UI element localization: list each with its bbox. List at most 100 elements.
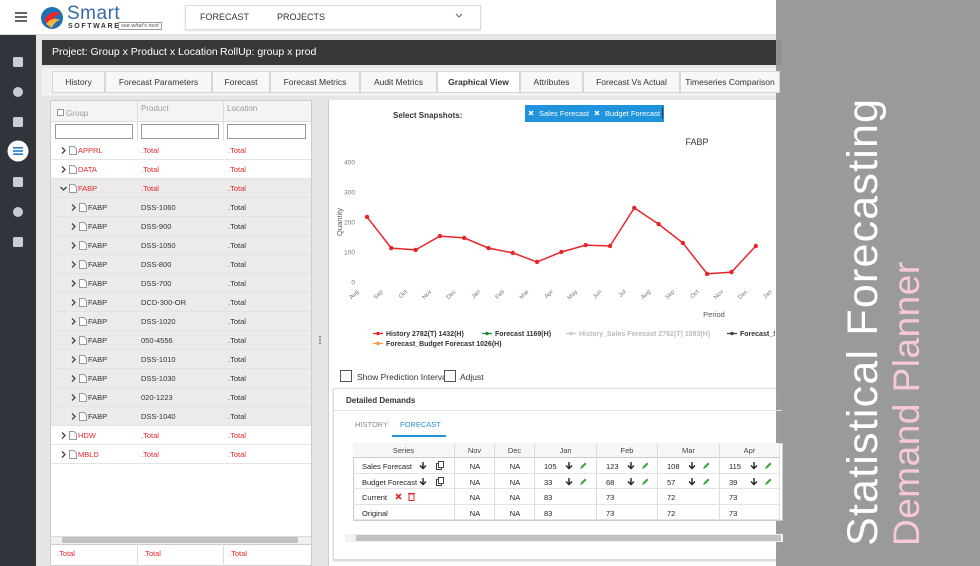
- sidebar-icon[interactable]: [12, 116, 24, 128]
- tab[interactable]: Forecast Metrics: [270, 71, 360, 93]
- filter-input[interactable]: [55, 124, 133, 139]
- down-arrow[interactable]: [419, 461, 427, 470]
- grid-row[interactable]: [51, 236, 311, 255]
- down-arrow[interactable]: [688, 461, 696, 470]
- edit-pencil-part: [765, 462, 772, 469]
- remove-icon[interactable]: [395, 493, 402, 500]
- group-cell: FABP: [88, 317, 108, 326]
- sidebar-icon[interactable]: [12, 206, 24, 218]
- checkbox[interactable]: [444, 370, 456, 382]
- nav-dropdown-part: [455, 13, 463, 18]
- grid-row[interactable]: [51, 407, 311, 426]
- detail-cell: 68: [606, 477, 615, 487]
- sidebar-icon[interactable]: [12, 86, 24, 98]
- nav-item[interactable]: FORECAST: [200, 12, 250, 22]
- expand-chevron[interactable]: [60, 451, 67, 458]
- edit-pencil[interactable]: [641, 477, 649, 486]
- detail-tab[interactable]: FORECAST: [400, 420, 441, 429]
- sidebar-icon[interactable]: [7, 140, 29, 162]
- grid-row[interactable]: [51, 274, 311, 293]
- expand-chevron[interactable]: [60, 432, 67, 439]
- grid-row[interactable]: [51, 179, 311, 198]
- tab[interactable]: History: [52, 71, 105, 93]
- grid-row[interactable]: [51, 426, 311, 445]
- expand-chevron[interactable]: [70, 337, 77, 344]
- product-cell: DSS-900: [141, 222, 172, 231]
- down-arrow[interactable]: [419, 477, 427, 486]
- filter-input[interactable]: [227, 124, 306, 139]
- expand-chevron[interactable]: [70, 375, 77, 382]
- grid-row[interactable]: [51, 255, 311, 274]
- detail-cell-border: [353, 458, 455, 474]
- detail-cell: Original: [362, 508, 388, 518]
- group-cell: FABP: [88, 374, 108, 383]
- down-arrow[interactable]: [688, 477, 696, 486]
- nav-item[interactable]: PROJECTS: [277, 12, 326, 22]
- checkbox[interactable]: [340, 370, 352, 382]
- edit-pencil[interactable]: [579, 461, 587, 470]
- sidebar-icon[interactable]: [12, 236, 24, 248]
- edit-pencil[interactable]: [579, 477, 587, 486]
- tab[interactable]: Audit Metrics: [360, 71, 437, 93]
- tab[interactable]: Attributes: [520, 71, 583, 93]
- filter-input[interactable]: [141, 124, 219, 139]
- edit-pencil[interactable]: [702, 477, 710, 486]
- expand-chevron[interactable]: [70, 413, 77, 420]
- expand-chevron[interactable]: [60, 147, 67, 154]
- down-arrow[interactable]: [627, 477, 635, 486]
- down-arrow-part: [688, 477, 696, 485]
- expand-chevron[interactable]: [70, 204, 77, 211]
- grid-row[interactable]: [51, 198, 311, 217]
- expand-chevron[interactable]: [70, 242, 77, 249]
- edit-pencil[interactable]: [764, 461, 772, 470]
- tab[interactable]: Timeseries Comparison: [680, 71, 780, 93]
- grid-row[interactable]: [51, 350, 311, 369]
- sidebar-icon[interactable]: [12, 56, 24, 68]
- x-tick-label: Nov: [713, 289, 725, 301]
- grid-row[interactable]: [51, 388, 311, 407]
- expand-chevron[interactable]: [70, 356, 77, 363]
- grid-row[interactable]: [51, 312, 311, 331]
- grid-row[interactable]: [51, 160, 311, 179]
- copy-icon[interactable]: [436, 461, 444, 470]
- down-arrow[interactable]: [565, 477, 573, 486]
- down-arrow[interactable]: [627, 461, 635, 470]
- nav-dropdown[interactable]: [455, 13, 463, 19]
- x-axis-label: Period: [703, 310, 725, 319]
- tab[interactable]: Graphical View: [437, 71, 520, 93]
- snapshot-chip[interactable]: Sales Forecast: [525, 105, 594, 122]
- expand-chevron[interactable]: [70, 223, 77, 230]
- snapshot-chip[interactable]: Budget Forecast: [591, 105, 665, 122]
- detail-cell-border: [658, 458, 720, 474]
- menu-button[interactable]: [15, 12, 27, 22]
- down-arrow[interactable]: [565, 461, 573, 470]
- tab[interactable]: Forecast Parameters: [105, 71, 212, 93]
- grid-row[interactable]: [51, 141, 311, 160]
- expand-chevron[interactable]: [70, 394, 77, 401]
- grid-row[interactable]: [51, 445, 311, 464]
- tab[interactable]: Forecast Vs Actual: [583, 71, 680, 93]
- grid-row[interactable]: [51, 331, 311, 350]
- expand-chevron[interactable]: [70, 299, 77, 306]
- down-arrow[interactable]: [750, 477, 758, 486]
- expand-chevron[interactable]: [60, 185, 67, 192]
- down-arrow[interactable]: [750, 461, 758, 470]
- grid-row[interactable]: [51, 293, 311, 312]
- detail-tab[interactable]: HISTORY: [355, 420, 389, 429]
- grid-row[interactable]: [51, 369, 311, 388]
- expand-chevron[interactable]: [60, 166, 67, 173]
- sidebar-icon[interactable]: [12, 176, 24, 188]
- edit-pencil[interactable]: [702, 461, 710, 470]
- chip-x[interactable]: [594, 110, 600, 116]
- copy-icon[interactable]: [436, 476, 444, 486]
- expand-chevron[interactable]: [70, 280, 77, 287]
- delete-icon[interactable]: [408, 492, 415, 501]
- grid-row[interactable]: [51, 217, 311, 236]
- edit-pencil[interactable]: [641, 461, 649, 470]
- tab[interactable]: Forecast: [212, 71, 270, 93]
- expand-chevron[interactable]: [70, 261, 77, 268]
- chip-x[interactable]: [528, 110, 534, 116]
- expand-chevron[interactable]: [70, 318, 77, 325]
- edit-pencil[interactable]: [764, 477, 772, 486]
- splitter-handle: [319, 336, 321, 344]
